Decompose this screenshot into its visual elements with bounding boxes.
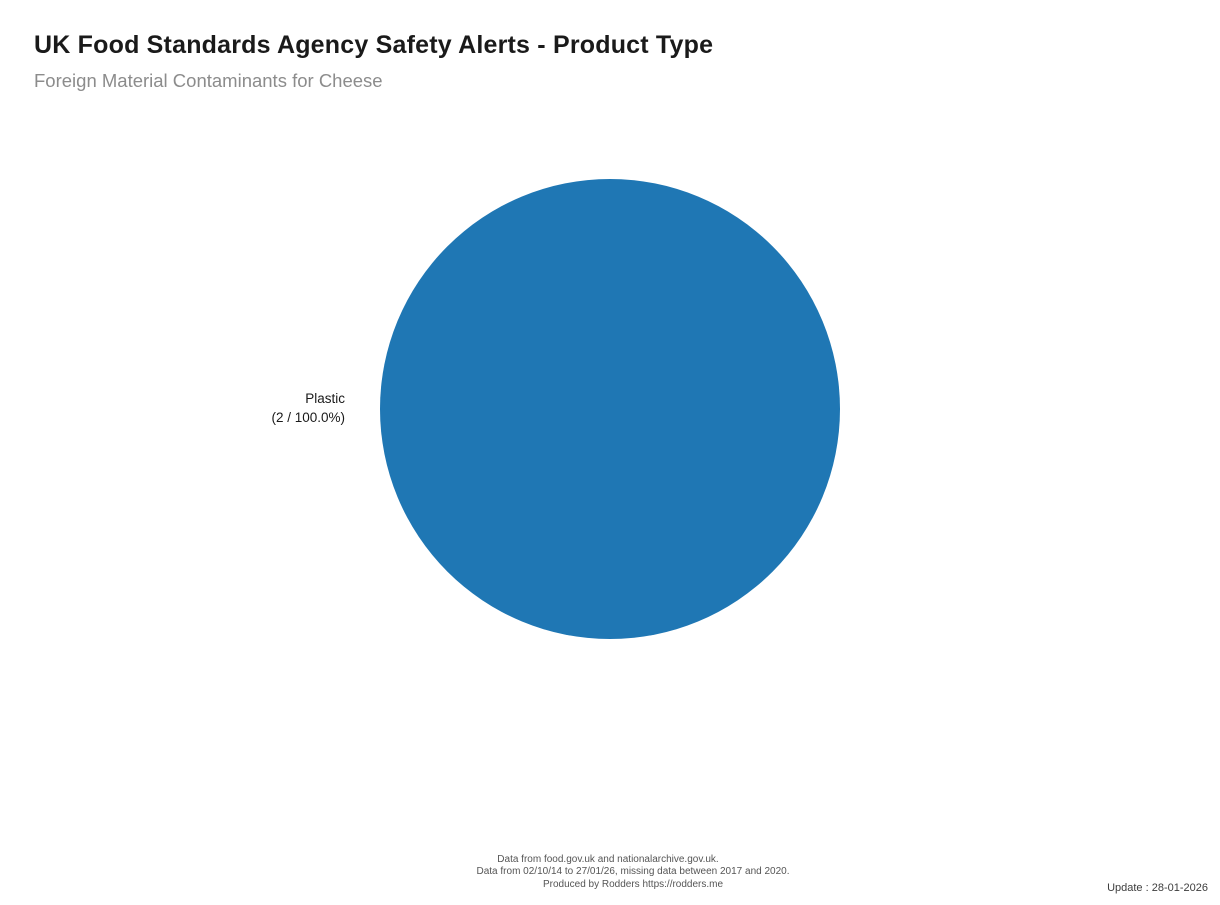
pie-slice-label-detail: (2 / 100.0%) — [271, 410, 345, 425]
pie-chart — [380, 179, 840, 639]
pie-slice-label-name: Plastic — [305, 391, 345, 406]
footer-daterange-line: Data from 02/10/14 to 27/01/26, missing … — [476, 866, 790, 877]
update-date: Update : 28-01-2026 — [1107, 882, 1208, 894]
footer-credit-line: Produced by Rodders https://rodders.me — [542, 879, 724, 890]
pie-slice-label: Plastic (2 / 100.0%) — [145, 389, 345, 427]
page-subtitle: Foreign Material Contaminants for Cheese — [34, 70, 383, 91]
page-title: UK Food Standards Agency Safety Alerts -… — [34, 31, 714, 59]
footer-source-line: Data from food.gov.uk and nationalarchiv… — [497, 854, 719, 865]
